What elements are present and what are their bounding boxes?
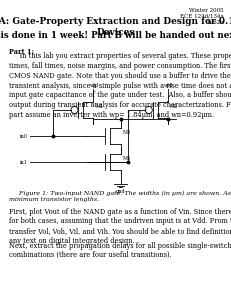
Text: in1: in1 <box>20 160 28 164</box>
Text: Part 1:: Part 1: <box>9 48 34 56</box>
Text: gnd: gnd <box>116 189 125 194</box>
Text: First, plot Vout of the NAND gate as a function of Vin. Since there is two input: First, plot Vout of the NAND gate as a f… <box>9 208 231 245</box>
Text: Have this done in 1 week! Part B will be handed out next week.: Have this done in 1 week! Part B will be… <box>0 32 231 40</box>
Text: Next, extract the propagation delays for all possible single-switching event inp: Next, extract the propagation delays for… <box>9 242 231 259</box>
Text: vdd: vdd <box>163 83 172 88</box>
Text: In this lab you extract properties of several gates. These properties include ri: In this lab you extract properties of se… <box>9 52 231 119</box>
Text: M1: M1 <box>95 104 103 110</box>
Text: in0: in0 <box>20 134 28 139</box>
Text: M3: M3 <box>122 130 131 136</box>
Text: M4: M4 <box>122 157 131 161</box>
Text: Figure 1: Two-input NAND gate. The widths (in µm) are shown. Assume
minimum tran: Figure 1: Two-input NAND gate. The width… <box>9 190 231 202</box>
Text: Winter 2005
ECE 124d/134a
Lab2a: Winter 2005 ECE 124d/134a Lab2a <box>180 8 224 25</box>
Text: vdd: vdd <box>89 83 98 88</box>
Text: Lab 2A: Gate-Property Extraction and Design for 0.18 µm
Devices: Lab 2A: Gate-Property Extraction and Des… <box>0 16 231 37</box>
Text: M2: M2 <box>170 104 178 110</box>
